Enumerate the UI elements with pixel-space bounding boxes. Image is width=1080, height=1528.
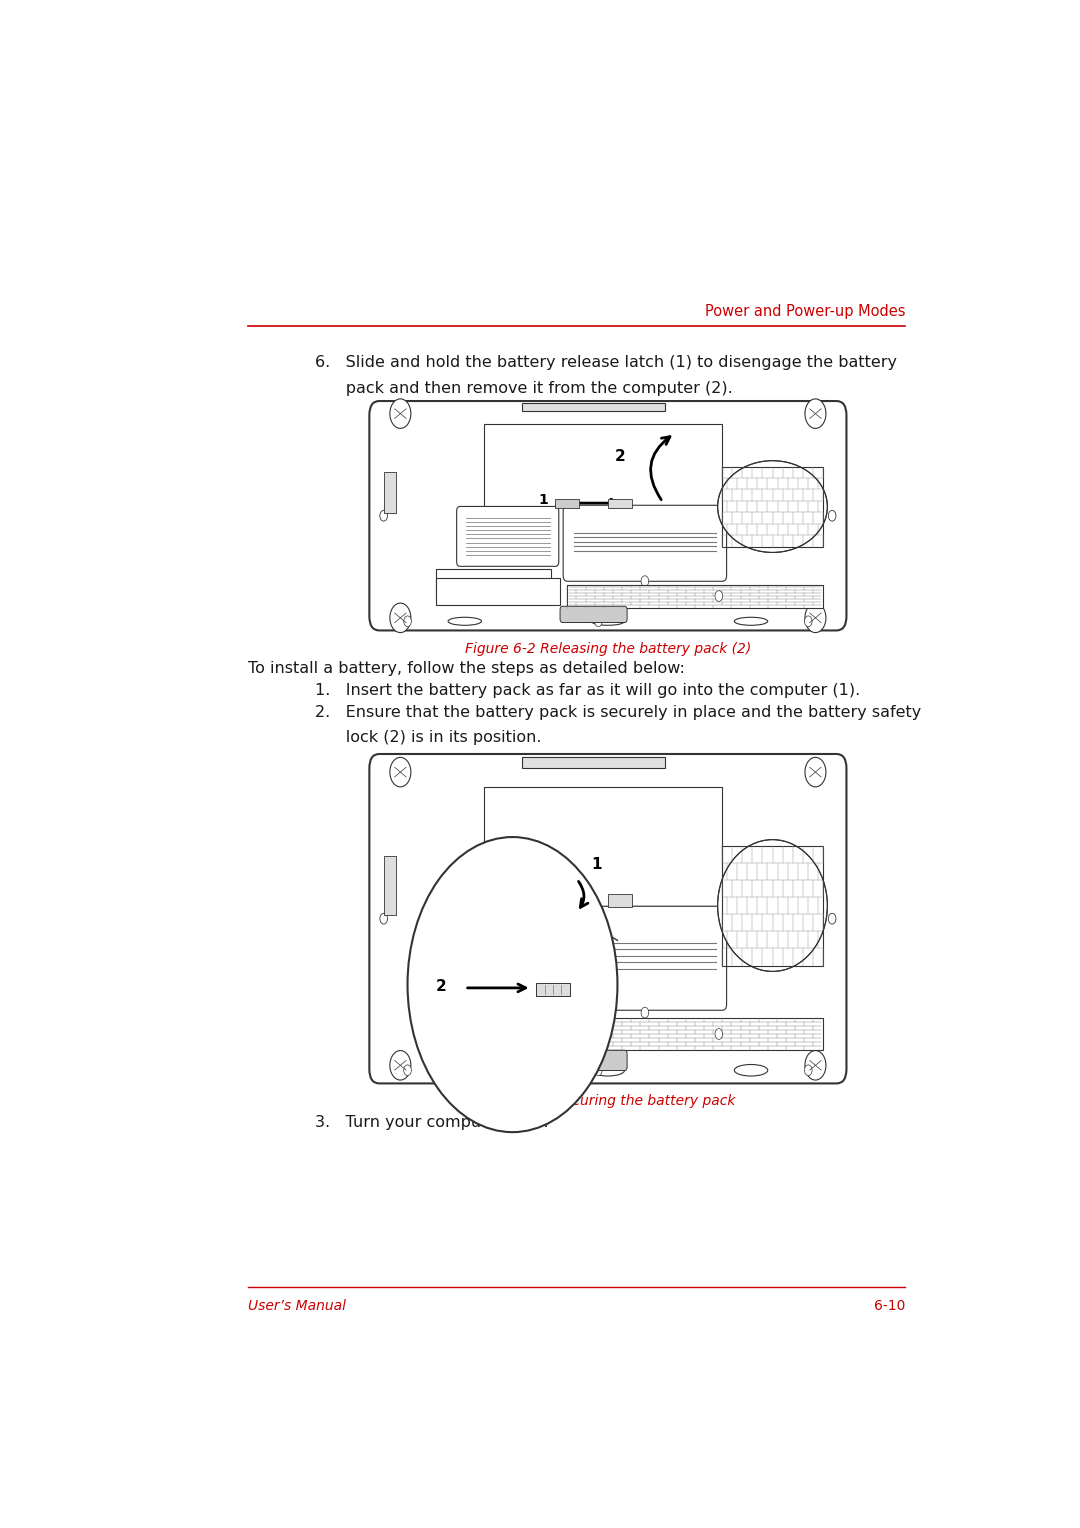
Circle shape [642,576,649,587]
Text: 6.   Slide and hold the battery release latch (1) to disengage the battery: 6. Slide and hold the battery release la… [315,354,897,370]
Circle shape [380,914,388,924]
Circle shape [390,399,410,428]
Bar [484,787,723,906]
Circle shape [390,604,410,633]
Circle shape [715,591,723,602]
Ellipse shape [448,1065,482,1076]
Text: lock (2) is in its position.: lock (2) is in its position. [315,730,541,746]
Text: 1.   Insert the battery pack as far as it will go into the computer (1).: 1. Insert the battery pack as far as it … [315,683,860,698]
Bar [555,894,579,908]
Circle shape [595,616,603,626]
Circle shape [404,616,411,626]
Bar [721,845,823,966]
Text: User’s Manual: User’s Manual [248,1299,346,1313]
Bar [555,498,579,507]
Text: Figure 6-3 Securing the battery pack: Figure 6-3 Securing the battery pack [481,1094,735,1108]
Ellipse shape [734,1065,768,1076]
Bar [608,894,632,908]
Ellipse shape [591,617,624,625]
Bar [383,472,395,513]
FancyBboxPatch shape [561,1050,627,1071]
Text: Figure 6-2 Releasing the battery pack (2): Figure 6-2 Releasing the battery pack (2… [464,642,751,656]
Circle shape [828,510,836,521]
FancyBboxPatch shape [369,753,847,1083]
Circle shape [390,1051,410,1080]
FancyBboxPatch shape [369,400,847,631]
FancyBboxPatch shape [563,506,727,581]
Text: pack and then remove it from the computer (2).: pack and then remove it from the compute… [315,380,732,396]
FancyBboxPatch shape [563,906,727,1010]
Text: Power and Power-up Modes: Power and Power-up Modes [704,304,905,319]
Ellipse shape [448,617,482,625]
Circle shape [380,510,388,521]
Text: To install a battery, follow the steps as detailed below:: To install a battery, follow the steps a… [248,662,685,675]
Circle shape [805,758,826,787]
Circle shape [805,616,812,626]
Circle shape [407,837,618,1132]
Circle shape [404,1065,411,1076]
Bar [522,403,665,411]
Bar [436,995,551,1038]
Circle shape [805,399,826,428]
Circle shape [642,1007,649,1018]
Bar [567,1018,823,1050]
Bar [436,578,561,605]
Ellipse shape [591,1065,624,1076]
Ellipse shape [734,617,768,625]
Circle shape [805,1065,812,1076]
Bar [721,466,823,547]
Bar [436,568,551,599]
Bar [484,423,723,507]
Text: 3.   Turn your computer over.: 3. Turn your computer over. [315,1115,549,1131]
Bar [608,498,632,507]
Circle shape [805,604,826,633]
Circle shape [595,1065,603,1076]
Bar [383,856,395,915]
Circle shape [715,1028,723,1039]
Ellipse shape [717,840,827,972]
Text: 1: 1 [591,857,602,872]
FancyBboxPatch shape [457,908,558,989]
Bar [522,758,665,769]
Circle shape [828,914,836,924]
Circle shape [805,1051,826,1080]
Text: 2.   Ensure that the battery pack is securely in place and the battery safety: 2. Ensure that the battery pack is secur… [315,704,921,720]
Bar [436,1007,561,1047]
FancyBboxPatch shape [561,607,627,622]
Circle shape [390,758,410,787]
Bar [537,983,570,996]
Text: 6-10: 6-10 [874,1299,905,1313]
Ellipse shape [717,460,827,553]
FancyBboxPatch shape [457,506,558,567]
Text: 1: 1 [539,494,549,507]
Bar [567,585,823,608]
Text: 2: 2 [436,979,447,995]
Text: 2: 2 [616,449,625,463]
